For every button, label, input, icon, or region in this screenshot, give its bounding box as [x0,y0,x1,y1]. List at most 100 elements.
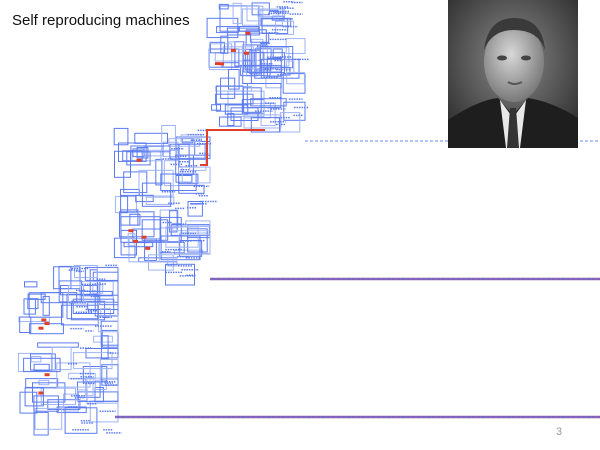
signal-cell [44,322,50,325]
circuit-block [161,125,176,151]
circuit-block [160,235,201,261]
signal-cell [145,246,151,250]
circuit-block [241,8,283,26]
portrait-photo [448,0,578,148]
circuit-block [66,293,99,320]
circuit-block [67,285,85,303]
circuit-block [165,226,199,248]
slide-title: Self reproducing machines [12,12,190,29]
circuit-block [27,298,39,310]
circuit-block [30,353,56,371]
circuit-block [85,377,94,397]
circuit-block [141,182,172,207]
circuit-block [169,143,206,160]
circuit-block [245,48,253,71]
circuit-block [33,395,59,412]
circuit-block [246,83,282,109]
circuit-block [286,71,305,85]
circuit-block [122,150,143,162]
circuit-block [215,85,244,112]
circuit-block [71,300,106,321]
circuit-block [113,127,129,146]
circuit-block [282,73,306,94]
circuit-block [120,195,129,214]
circuit-block [27,293,46,300]
circuit-block [129,213,141,226]
signal-cell [38,391,44,395]
circuit-block [29,323,64,335]
circuit-block [250,98,287,107]
circuit-block [138,169,174,197]
circuit-block [134,132,169,144]
circuit-block [135,194,154,203]
circuit-block [275,20,295,35]
circuit-block [33,363,50,372]
circuit-block [232,2,242,25]
circuit-block [63,393,79,412]
circuit-block [58,265,72,290]
circuit-block [168,138,201,147]
circuit-block [194,141,211,156]
circuit-block [163,160,180,187]
circuit-block [100,308,111,317]
circuit-block [132,148,145,158]
circuit-block [224,104,249,115]
circuit-block [178,234,211,255]
circuit-block [72,298,115,315]
circuit-block [206,17,239,39]
circuit-block [19,316,32,333]
circuit-block [167,256,178,267]
circuit-block [259,46,294,69]
signal-cell [136,158,142,162]
signal-cell [38,326,44,330]
circuit-block [101,364,119,386]
signal-cell [128,229,134,233]
circuit-block [37,342,79,348]
circuit-block [24,387,44,407]
circuit-block [266,58,282,77]
circuit-block [19,391,38,414]
circuit-block [246,5,264,22]
circuit-block [93,335,113,343]
circuit-block [218,3,229,10]
circuit-block [220,35,229,54]
circuit-block [260,58,300,79]
circuit-block [113,237,136,259]
signal-cell [41,318,47,322]
circuit-block [126,151,151,166]
circuit-block [247,52,286,74]
circuit-block [187,201,203,217]
signal-cell [44,373,50,377]
construction-arm [200,129,265,166]
circuit-block [100,320,119,346]
circuit-block [79,281,114,304]
signal-cell [215,62,220,66]
circuit-block [145,196,175,205]
signal-cell [244,51,249,55]
circuit-block [101,329,119,348]
circuit-block [24,281,38,288]
circuit-block [34,407,63,430]
circuit-block [148,254,174,271]
signal-cell [245,31,251,35]
page-number: 3 [556,426,563,438]
circuit-block [265,75,282,89]
circuit-block [30,356,42,363]
signal-cell [133,239,139,243]
circuit-block [245,29,267,46]
circuit-block [123,171,148,194]
circuit-block [208,43,233,71]
circuit-block [77,391,119,402]
circuit-block [228,69,240,90]
circuit-block [100,335,109,360]
circuit-block [230,107,259,122]
circuit-block [92,284,104,294]
circuit-block [127,233,136,246]
circuit-block [238,26,260,32]
circuit-block [136,147,149,159]
circuit-block [215,86,253,92]
circuit-block [123,242,154,248]
circuit-block [74,265,98,279]
circuit-block [162,141,179,158]
